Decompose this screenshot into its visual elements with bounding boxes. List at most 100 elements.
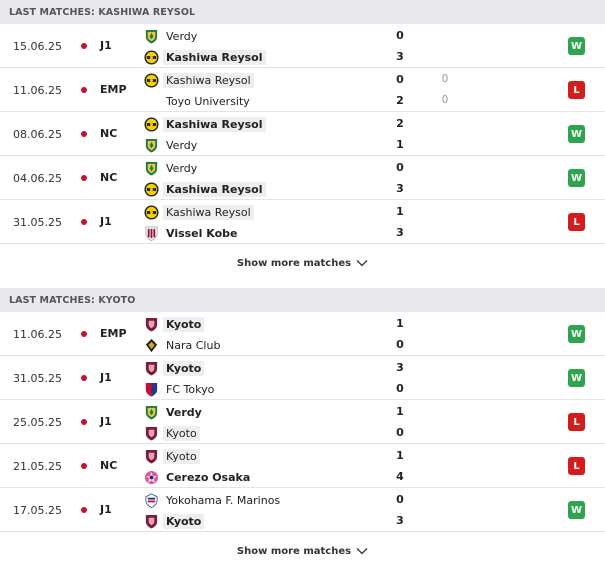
away-score: 3 [396,50,404,63]
show-more-matches-link[interactable]: Show more matches [0,244,605,282]
away-penalty-score: 0 [441,94,449,106]
result-badge: L [568,81,585,99]
kashiwa-logo-icon [144,116,159,132]
match-row[interactable]: 08.06.25 NC Kashiwa Reysol Verdy 2 1 W [0,112,605,156]
nara-logo-icon [144,338,159,353]
match-date: 08.06.25 [13,128,62,141]
match-row[interactable]: 11.06.25 EMP Kyoto Nara Club 1 0 W [0,312,605,356]
team-name: Nara Club [166,338,221,352]
team-row[interactable]: Kashiwa Reysol [144,204,254,220]
team-row[interactable]: Kashiwa Reysol [144,49,266,65]
home-score: 0 [396,161,404,174]
team-row[interactable]: Kashiwa Reysol [144,116,266,132]
show-more-matches-link[interactable]: Show more matches [0,532,605,570]
team-name: Verdy [166,161,198,175]
kashiwa-logo-icon [144,49,159,65]
home-score: 3 [396,361,404,374]
team-name: Cerezo Osaka [166,470,251,484]
team-row[interactable]: Verdy [144,160,197,176]
team-logo-placeholder [144,94,159,109]
show-more-label: Show more matches [236,257,352,269]
result-badge: W [568,325,585,343]
team-name: Verdy [166,29,198,43]
kashiwa-logo-icon [144,72,159,88]
competition-dot-icon [81,507,87,513]
home-score: 1 [396,317,404,330]
team-row[interactable]: Kyoto [144,360,205,376]
away-score: 0 [396,338,404,351]
result-badge: W [568,169,585,187]
team-row[interactable]: Toyo University [144,93,250,109]
team-name: Kyoto [163,316,205,332]
kobe-logo-icon [144,226,159,241]
verdy-logo-icon [144,29,159,44]
competition-label: NC [100,171,118,184]
kyoto-logo-icon [144,426,159,441]
team-row[interactable]: Kashiwa Reysol [144,72,254,88]
team-row[interactable]: Nara Club [144,337,220,353]
competition-label: J1 [100,371,112,384]
match-date: 31.05.25 [13,216,62,229]
home-score: 1 [396,405,404,418]
away-score: 3 [396,182,404,195]
match-row[interactable]: 31.05.25 J1 Kyoto FC Tokyo 3 0 W [0,356,605,400]
team-name: Toyo University [166,94,250,108]
team-row[interactable]: Verdy [144,28,197,44]
away-score: 3 [396,514,404,527]
competition-label: J1 [100,215,112,228]
result-badge: W [568,125,585,143]
team-row[interactable]: Verdy [144,137,197,153]
competition-dot-icon [81,87,87,93]
team-row[interactable]: Cerezo Osaka [144,469,250,485]
match-date: 25.05.25 [13,416,62,429]
competition-dot-icon [81,175,87,181]
show-more-label: Show more matches [236,545,352,557]
team-row[interactable]: Kyoto [144,316,205,332]
team-name: Yokohama F. Marinos [166,493,281,507]
team-row[interactable]: Yokohama F. Marinos [144,492,280,508]
away-score: 0 [396,426,404,439]
match-row[interactable]: 21.05.25 NC Kyoto Cerezo Osaka 1 4 L [0,444,605,488]
match-row[interactable]: 31.05.25 J1 Kashiwa Reysol Vissel Kobe 1… [0,200,605,244]
team-row[interactable]: Vissel Kobe [144,225,237,241]
verdy-logo-icon [144,405,159,420]
team-name: Kashiwa Reysol [163,72,254,88]
team-row[interactable]: Kyoto [144,513,205,529]
team-row[interactable]: Kyoto [144,425,200,441]
fctokyo-logo-icon [144,382,159,397]
chevron-down-icon [356,548,368,555]
match-row[interactable]: 17.05.25 J1 Yokohama F. Marinos Kyoto 0 … [0,488,605,532]
competition-label: J1 [100,503,112,516]
team-row[interactable]: Verdy [144,404,202,420]
competition-dot-icon [81,131,87,137]
team-name: Verdy [166,138,198,152]
competition-dot-icon [81,219,87,225]
competition-label: J1 [100,39,112,52]
match-row[interactable]: 11.06.25 EMP Kashiwa Reysol Toyo Univers… [0,68,605,112]
match-date: 04.06.25 [13,172,62,185]
kyoto-logo-icon [144,514,159,529]
match-date: 21.05.25 [13,460,62,473]
marinos-logo-icon [144,493,159,508]
match-date: 11.06.25 [13,328,62,341]
competition-label: J1 [100,415,112,428]
match-row[interactable]: 15.06.25 J1 Verdy Kashiwa Reysol 0 3 W [0,24,605,68]
team-row[interactable]: Kyoto [144,448,200,464]
team-name: Kyoto [163,425,200,441]
team-row[interactable]: Kashiwa Reysol [144,181,266,197]
match-date: 17.05.25 [13,504,62,517]
match-row[interactable]: 04.06.25 NC Verdy Kashiwa Reysol 0 3 W [0,156,605,200]
home-score: 0 [396,493,404,506]
competition-dot-icon [81,43,87,49]
match-row[interactable]: 25.05.25 J1 Verdy Kyoto 1 0 L [0,400,605,444]
section-header: LAST MATCHES: KYOTO [0,288,605,312]
result-badge: W [568,369,585,387]
match-date: 15.06.25 [13,40,62,53]
home-score: 1 [396,205,404,218]
team-name: Kyoto [163,448,200,464]
team-row[interactable]: FC Tokyo [144,381,214,397]
competition-dot-icon [81,463,87,469]
match-date: 31.05.25 [13,372,62,385]
team-name: Kashiwa Reysol [163,49,266,65]
